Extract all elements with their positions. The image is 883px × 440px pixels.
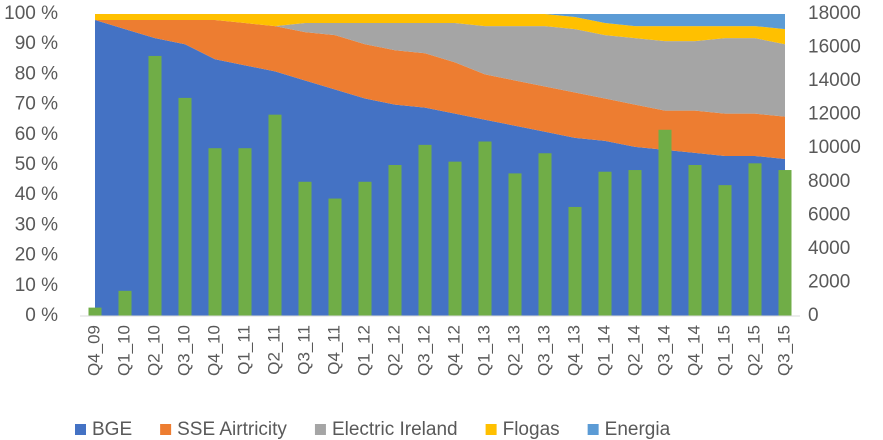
- bar: [778, 170, 792, 316]
- bar: [298, 181, 312, 316]
- y2-tick-label: 18000: [808, 3, 861, 24]
- y2-tick-label: 4000: [808, 238, 850, 259]
- bar: [538, 153, 552, 316]
- legend-marker: [314, 424, 326, 435]
- bar: [358, 181, 372, 316]
- legend-label: Electric Ireland: [332, 419, 458, 440]
- bar: [448, 161, 462, 316]
- y-tick-label: 60 %: [15, 124, 58, 145]
- x-tick-label: Q4_12: [444, 325, 463, 376]
- bar: [628, 170, 642, 316]
- x-tick-label: Q4_13: [564, 325, 583, 376]
- bar: [268, 114, 282, 317]
- y-tick-label: 100 %: [4, 3, 58, 24]
- x-tick-label: Q3_14: [654, 325, 673, 376]
- bar: [178, 97, 192, 316]
- bar: [478, 141, 492, 316]
- x-tick-label: Q4_09: [84, 325, 103, 376]
- legend-marker: [587, 424, 599, 435]
- area: [95, 20, 785, 117]
- x-tick-label: Q2_13: [504, 325, 523, 376]
- x-tick-label: Q1_11: [234, 325, 253, 375]
- x-tick-label: Q4_10: [204, 325, 223, 376]
- y-tick-label: 30 %: [15, 214, 58, 235]
- y-tick-label: 90 %: [15, 33, 58, 54]
- bar: [148, 55, 162, 316]
- y2-tick-label: 12000: [808, 104, 861, 125]
- y2-tick-label: 6000: [808, 204, 850, 225]
- legend-label: Flogas: [503, 419, 560, 440]
- x-tick-label: Q1_15: [714, 325, 733, 376]
- bar: [508, 173, 522, 316]
- bar: [418, 144, 432, 316]
- legend-label: Energia: [605, 419, 671, 440]
- area: [95, 20, 785, 159]
- bar: [748, 163, 762, 316]
- x-tick-label: Q2_10: [144, 325, 163, 376]
- bar: [658, 129, 672, 316]
- bar: [718, 185, 732, 316]
- bar: [598, 171, 612, 316]
- bar: [238, 148, 252, 316]
- y-tick-label: 70 %: [15, 94, 58, 115]
- x-tick-label: Q2_15: [744, 325, 763, 376]
- x-tick-label: Q1_10: [114, 325, 133, 376]
- y-tick-label: 40 %: [15, 184, 58, 205]
- y-tick-label: 0 %: [25, 305, 58, 326]
- y-tick-label: 50 %: [15, 154, 58, 175]
- x-tick-label: Q3_15: [774, 325, 793, 376]
- x-tick-label: Q3_13: [534, 325, 553, 376]
- bar: [118, 290, 132, 316]
- y2-tick-label: 8000: [808, 171, 850, 192]
- legend-marker: [160, 424, 172, 435]
- bar: [328, 198, 342, 316]
- bar: [688, 165, 702, 316]
- y2-tick-label: 10000: [808, 137, 861, 158]
- bar: [88, 307, 102, 316]
- x-tick-label: Q4_11: [324, 325, 343, 375]
- y2-tick-label: 14000: [808, 70, 861, 91]
- y-tick-label: 80 %: [15, 63, 58, 84]
- x-tick-label: Q1_14: [594, 325, 613, 376]
- legend-label: BGE: [92, 419, 132, 440]
- x-tick-label: Q2_12: [384, 325, 403, 376]
- x-tick-label: Q1_13: [474, 325, 493, 376]
- x-tick-label: Q1_12: [354, 325, 373, 376]
- bar: [208, 148, 222, 316]
- y2-tick-label: 0: [808, 305, 819, 326]
- x-tick-label: Q2_14: [624, 325, 643, 376]
- y-tick-label: 10 %: [15, 275, 58, 296]
- legend-marker: [485, 424, 497, 435]
- y-tick-label: 20 %: [15, 245, 58, 266]
- y2-tick-label: 16000: [808, 37, 861, 58]
- legend-label: SSE Airtricity: [177, 419, 287, 440]
- x-tick-label: Q3_12: [414, 325, 433, 376]
- x-tick-label: Q4_14: [684, 325, 703, 376]
- x-tick-label: Q3_11: [294, 325, 313, 375]
- legend-marker: [75, 424, 86, 435]
- y2-tick-label: 2000: [808, 271, 850, 292]
- x-tick-label: Q2_11: [264, 325, 283, 375]
- area: [95, 20, 785, 316]
- bar: [568, 206, 582, 316]
- x-tick-label: Q3_10: [174, 325, 193, 376]
- bar: [388, 165, 402, 316]
- area: [95, 14, 785, 45]
- area: [95, 14, 785, 30]
